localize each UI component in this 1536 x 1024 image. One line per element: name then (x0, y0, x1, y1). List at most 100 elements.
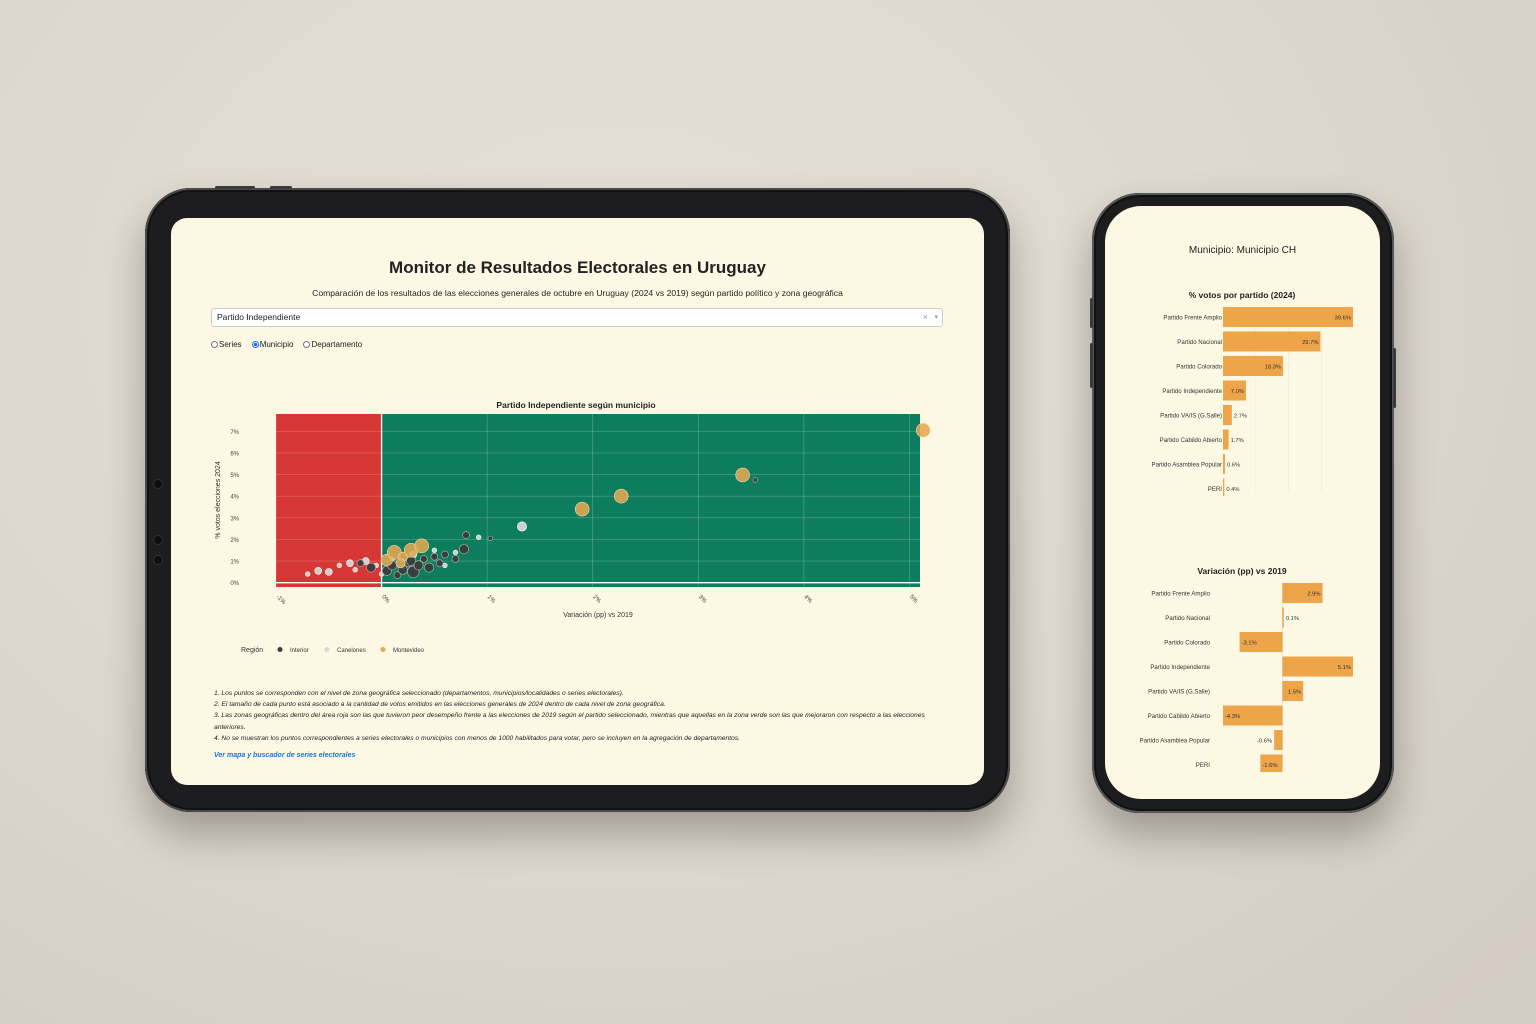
x-axis-label: Variación (pp) vs 2019 (563, 612, 633, 619)
bar (1223, 331, 1321, 352)
footnote-1: 1. Los puntos se corresponden con el niv… (214, 690, 624, 697)
x-tick-label: 4% (802, 594, 813, 605)
tablet-sensor-2 (154, 556, 162, 564)
variation-bar-chart[interactable]: Variación (pp) vs 2019 Partido Frente Amp… (1105, 562, 1380, 772)
bar-value-label: 5.1% (1338, 665, 1351, 671)
page-subtitle: Comparación de los resultados de las ele… (312, 288, 843, 298)
scatter-point (366, 562, 376, 573)
footnote-2: 2. El tamaño de cada punto está asociado… (214, 701, 666, 709)
green-zone (381, 414, 920, 587)
tablet-sensor (154, 536, 162, 544)
y-tick-label: 5% (230, 473, 239, 479)
bar (1223, 307, 1353, 327)
radio-municipio-dot[interactable] (251, 341, 259, 348)
bar-category-label: Partido Colorado (1176, 364, 1222, 371)
scatter-chart[interactable]: Partido Independiente según municipio 0% 1… (201, 376, 961, 656)
bar-category-label: Partido Frente Amplio (1163, 315, 1222, 322)
bar-value-label: 1.5% (1288, 689, 1301, 695)
clear-icon[interactable]: × (922, 312, 928, 322)
map-search-link[interactable]: Ver mapa y buscador de series electorale… (214, 752, 356, 759)
bar-value-label: -1.6% (1262, 763, 1277, 769)
bar-category-label: Partido VA/IS (G.Salle) (1148, 689, 1210, 696)
bar-value-label: -4.3% (1225, 714, 1240, 720)
bar-chart-title: % votos por partido (2024) (1189, 290, 1296, 300)
party-dropdown[interactable]: Partido Independiente × ▾ (211, 308, 943, 327)
radio-departamento-dot[interactable] (303, 341, 311, 348)
x-tick-label: -1% (275, 594, 287, 606)
radio-municipio[interactable]: Municipio (251, 340, 293, 349)
bar (1223, 356, 1284, 376)
radio-series-dot[interactable] (211, 341, 218, 348)
bar (1282, 681, 1304, 701)
bar (1223, 380, 1246, 401)
bar-category-label: Partido Frente Amplio (1151, 591, 1210, 598)
scatter-point (487, 535, 493, 541)
bar (1282, 656, 1353, 677)
scatter-point (451, 555, 460, 563)
scatter-point (420, 555, 428, 563)
bar-category-label: Partido Nacional (1165, 615, 1210, 622)
bar-value-label: 29.7% (1302, 340, 1318, 346)
bar-value-label: 2.9% (1307, 591, 1320, 597)
scatter-point (305, 571, 311, 577)
scatter-point (424, 562, 435, 573)
legend-marker (380, 647, 386, 652)
y-tick-label: 6% (230, 451, 239, 457)
scatter-point (458, 544, 469, 555)
scatter-point (735, 467, 750, 483)
bar-chart-title: Variación (pp) vs 2019 (1197, 566, 1287, 576)
scatter-point (314, 566, 323, 575)
y-axis-label: % votos elecciones 2024 (215, 461, 222, 539)
scatter-point (915, 422, 931, 438)
bar (1223, 405, 1232, 425)
x-tick-label: 2% (591, 594, 602, 605)
scatter-point (413, 560, 424, 571)
tablet-screen: Monitor de Resultados Electorales en Uru… (171, 218, 984, 785)
phone-power-button (1393, 348, 1396, 408)
scatter-point (517, 521, 527, 532)
bar (1260, 754, 1283, 772)
bar-value-label: -0.6% (1257, 738, 1272, 744)
bar-value-label: 7.0% (1231, 389, 1244, 395)
bar (1239, 632, 1283, 652)
scatter-point (574, 501, 590, 517)
y-tick-label: 3% (230, 516, 239, 522)
scatter-point (613, 488, 629, 504)
radio-departamento[interactable]: Departamento (303, 340, 362, 349)
scatter-point (441, 550, 449, 559)
tablet-device: Monitor de Resultados Electorales en Uru… (145, 186, 1010, 812)
bar-value-label: -3.1% (1242, 640, 1257, 646)
y-tick-label: 1% (230, 560, 239, 566)
bar (1282, 583, 1323, 603)
bar (1223, 705, 1283, 726)
bar-value-label: 0.1% (1286, 616, 1299, 622)
phone-volume-button (1090, 343, 1093, 388)
bar-value-label: 2.7% (1234, 413, 1247, 419)
bar-value-label: 0.6% (1227, 462, 1240, 468)
chart-title: Partido Independiente según municipio (496, 400, 655, 410)
bar-category-label: PERI (1208, 486, 1223, 493)
page-title: Monitor de Resultados Electorales en Uru… (389, 258, 766, 277)
radio-series-label: Series (219, 340, 242, 349)
bar (1282, 607, 1284, 628)
x-tick-label: 5% (908, 594, 919, 605)
vote-share-bar-chart[interactable]: % votos por partido (2024) Partido Frente… (1105, 286, 1380, 496)
bar (1223, 429, 1229, 450)
scatter-point (435, 559, 444, 568)
bar (1223, 454, 1225, 474)
bar-category-label: PERI (1196, 762, 1211, 769)
tablet-camera (154, 480, 162, 488)
tablet-top-button (215, 186, 255, 189)
footnote-4: 4. No se muestran los puntos correspondi… (214, 734, 741, 742)
bar-category-label: Partido Nacional (1177, 339, 1222, 346)
legend-marker (324, 647, 330, 652)
radio-departamento-label: Departamento (311, 340, 363, 349)
scatter-point (324, 568, 333, 576)
chevron-down-icon[interactable]: ▾ (934, 314, 938, 321)
bar-category-label: Partido Colorado (1164, 640, 1210, 647)
scatter-point (395, 558, 406, 569)
legend-label: Montevideo (393, 648, 425, 654)
radio-series[interactable]: Series (211, 340, 242, 349)
phone-side-button (1090, 298, 1093, 328)
scatter-point (452, 549, 459, 556)
